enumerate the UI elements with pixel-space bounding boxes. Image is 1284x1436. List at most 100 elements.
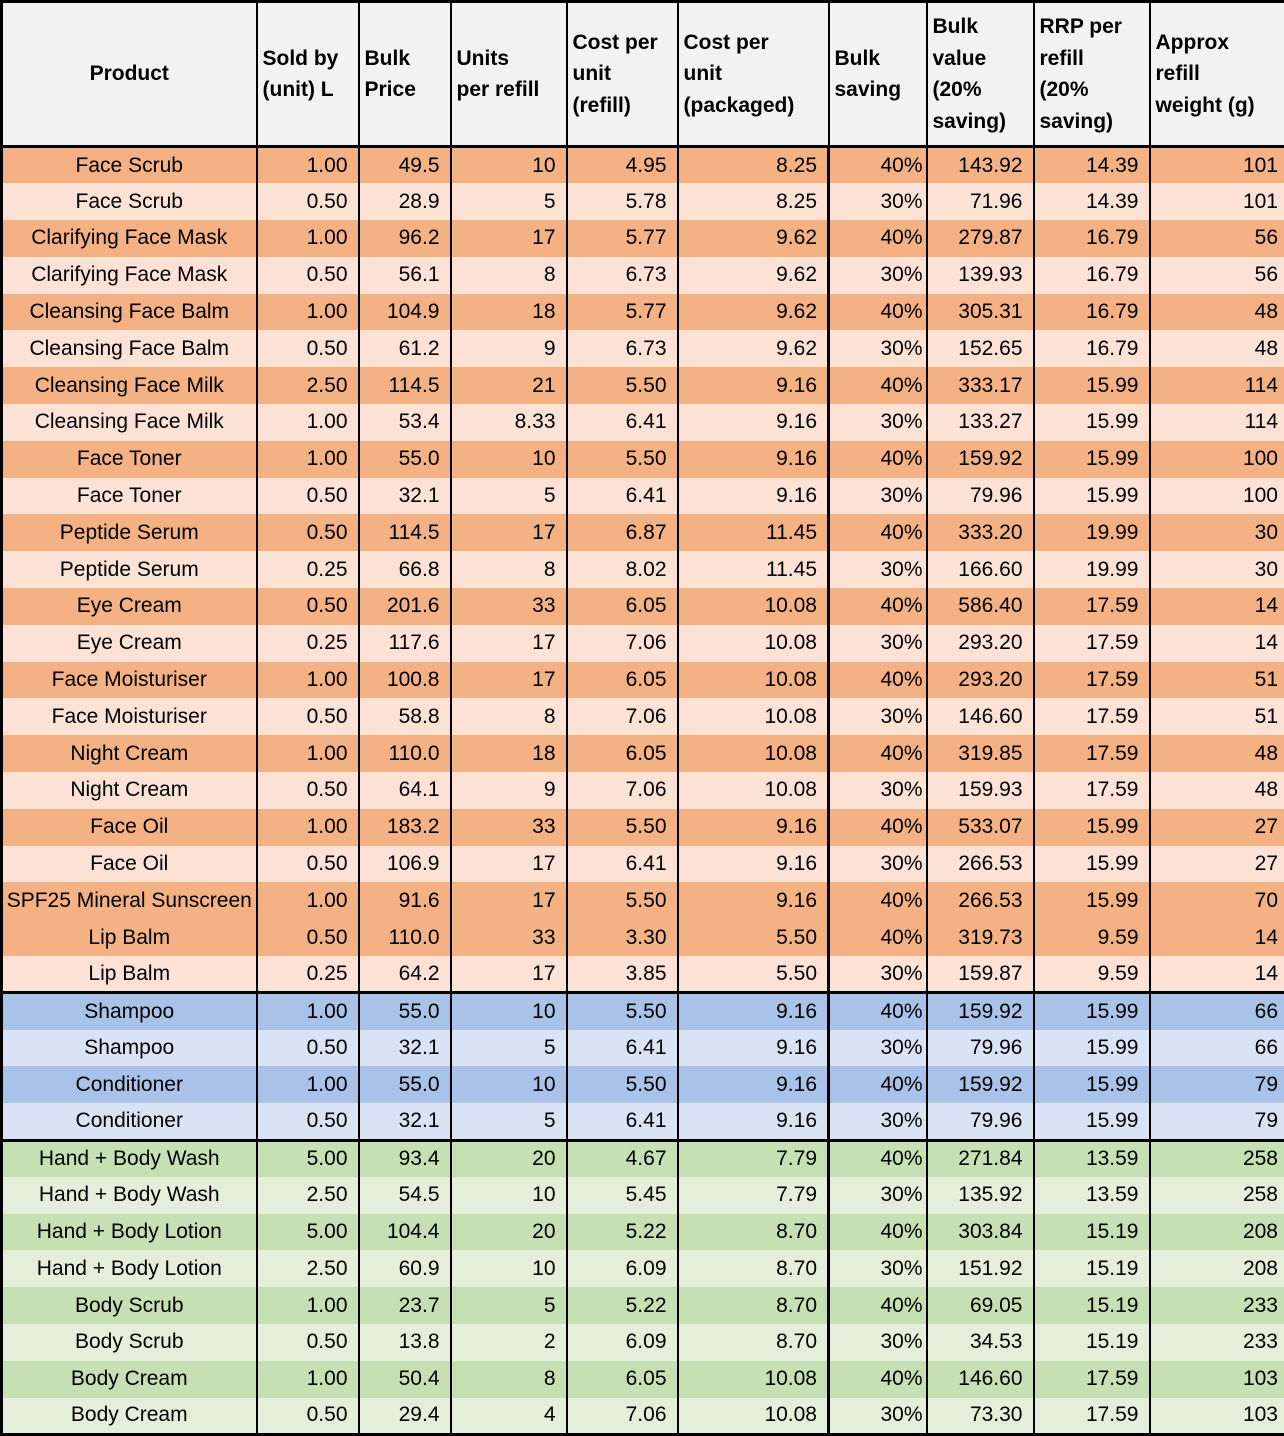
cell-bulk-value-20-saving: 135.92	[927, 1177, 1034, 1214]
cell-bulk-price: 54.5	[359, 1177, 451, 1214]
cell-product: Conditioner	[2, 1066, 257, 1103]
cell-bulk-value-20-saving: 34.53	[927, 1324, 1034, 1361]
cell-sold-by-unit-l: 1.00	[257, 662, 359, 699]
cell-bulk-price: 28.9	[359, 183, 451, 220]
cell-bulk-saving: 30%	[829, 1250, 927, 1287]
cell-approx-refill-weight-g: 103	[1150, 1398, 1284, 1435]
cell-bulk-saving: 30%	[829, 698, 927, 735]
cell-sold-by-unit-l: 0.50	[257, 846, 359, 883]
cell-approx-refill-weight-g: 51	[1150, 662, 1284, 699]
cell-sold-by-unit-l: 1.00	[257, 809, 359, 846]
cell-sold-by-unit-l: 0.50	[257, 919, 359, 956]
cell-units-per-refill: 10	[451, 147, 567, 184]
cell-bulk-price: 13.8	[359, 1324, 451, 1361]
cell-sold-by-unit-l: 1.00	[257, 1287, 359, 1324]
cell-bulk-price: 91.6	[359, 882, 451, 919]
cell-cost-per-unit-packaged: 9.16	[678, 882, 829, 919]
cell-product: Face Toner	[2, 478, 257, 515]
cell-cost-per-unit-packaged: 10.08	[678, 588, 829, 625]
cell-sold-by-unit-l: 5.00	[257, 1214, 359, 1251]
cell-rrp-per-refill-20-saving: 17.59	[1034, 662, 1150, 699]
cell-product: Night Cream	[2, 735, 257, 772]
cell-approx-refill-weight-g: 233	[1150, 1287, 1284, 1324]
cell-cost-per-unit-packaged: 10.08	[678, 1398, 829, 1435]
cell-bulk-price: 66.8	[359, 551, 451, 588]
cell-rrp-per-refill-20-saving: 13.59	[1034, 1177, 1150, 1214]
cell-bulk-saving: 40%	[829, 809, 927, 846]
cell-product: Body Cream	[2, 1398, 257, 1435]
cell-sold-by-unit-l: 1.00	[257, 220, 359, 257]
cell-cost-per-unit-refill: 4.95	[567, 147, 678, 184]
cell-units-per-refill: 21	[451, 367, 567, 404]
cell-bulk-value-20-saving: 333.17	[927, 367, 1034, 404]
cell-product: Hand + Body Lotion	[2, 1214, 257, 1251]
cell-rrp-per-refill-20-saving: 15.99	[1034, 367, 1150, 404]
cell-cost-per-unit-refill: 6.73	[567, 257, 678, 294]
cell-bulk-value-20-saving: 266.53	[927, 882, 1034, 919]
cell-bulk-value-20-saving: 293.20	[927, 625, 1034, 662]
cell-sold-by-unit-l: 1.00	[257, 441, 359, 478]
cell-units-per-refill: 20	[451, 1140, 567, 1177]
cell-product: Face Scrub	[2, 147, 257, 184]
cell-bulk-value-20-saving: 151.92	[927, 1250, 1034, 1287]
cell-cost-per-unit-packaged: 10.08	[678, 662, 829, 699]
cell-cost-per-unit-refill: 6.41	[567, 846, 678, 883]
cell-bulk-price: 117.6	[359, 625, 451, 662]
cell-cost-per-unit-refill: 5.50	[567, 441, 678, 478]
cell-units-per-refill: 5	[451, 478, 567, 515]
cell-approx-refill-weight-g: 56	[1150, 257, 1284, 294]
cell-approx-refill-weight-g: 100	[1150, 441, 1284, 478]
cell-sold-by-unit-l: 0.50	[257, 588, 359, 625]
cell-approx-refill-weight-g: 100	[1150, 478, 1284, 515]
cell-bulk-value-20-saving: 159.92	[927, 441, 1034, 478]
cell-rrp-per-refill-20-saving: 15.99	[1034, 1103, 1150, 1140]
cell-cost-per-unit-refill: 8.02	[567, 551, 678, 588]
cell-bulk-saving: 30%	[829, 1324, 927, 1361]
cell-bulk-value-20-saving: 79.96	[927, 1030, 1034, 1067]
cell-units-per-refill: 5	[451, 1103, 567, 1140]
cell-bulk-saving: 30%	[829, 257, 927, 294]
cell-approx-refill-weight-g: 103	[1150, 1361, 1284, 1398]
cell-bulk-price: 60.9	[359, 1250, 451, 1287]
cell-product: Eye Cream	[2, 625, 257, 662]
cell-bulk-value-20-saving: 293.20	[927, 662, 1034, 699]
cell-product: Lip Balm	[2, 919, 257, 956]
cell-rrp-per-refill-20-saving: 15.99	[1034, 882, 1150, 919]
cell-bulk-value-20-saving: 139.93	[927, 257, 1034, 294]
cell-rrp-per-refill-20-saving: 15.99	[1034, 1066, 1150, 1103]
cell-cost-per-unit-refill: 6.05	[567, 735, 678, 772]
cell-product: Peptide Serum	[2, 551, 257, 588]
cell-sold-by-unit-l: 1.00	[257, 294, 359, 331]
cell-cost-per-unit-packaged: 7.79	[678, 1140, 829, 1177]
cell-product: Lip Balm	[2, 956, 257, 993]
cell-cost-per-unit-refill: 5.50	[567, 809, 678, 846]
cell-units-per-refill: 8	[451, 257, 567, 294]
cell-approx-refill-weight-g: 114	[1150, 367, 1284, 404]
cell-cost-per-unit-refill: 6.73	[567, 330, 678, 367]
cell-sold-by-unit-l: 2.50	[257, 1250, 359, 1287]
cell-rrp-per-refill-20-saving: 9.59	[1034, 919, 1150, 956]
cell-cost-per-unit-packaged: 9.16	[678, 1066, 829, 1103]
cell-cost-per-unit-packaged: 5.50	[678, 956, 829, 993]
cell-product: Cleansing Face Balm	[2, 330, 257, 367]
header-approx-refill-weight-g: Approx refill weight (g)	[1150, 2, 1284, 147]
cell-product: Clarifying Face Mask	[2, 220, 257, 257]
cell-cost-per-unit-refill: 5.50	[567, 882, 678, 919]
cell-rrp-per-refill-20-saving: 15.19	[1034, 1287, 1150, 1324]
cell-sold-by-unit-l: 0.50	[257, 1324, 359, 1361]
cell-sold-by-unit-l: 0.50	[257, 698, 359, 735]
cell-cost-per-unit-packaged: 10.08	[678, 698, 829, 735]
cell-cost-per-unit-packaged: 7.79	[678, 1177, 829, 1214]
cell-bulk-saving: 40%	[829, 919, 927, 956]
cell-bulk-price: 104.9	[359, 294, 451, 331]
